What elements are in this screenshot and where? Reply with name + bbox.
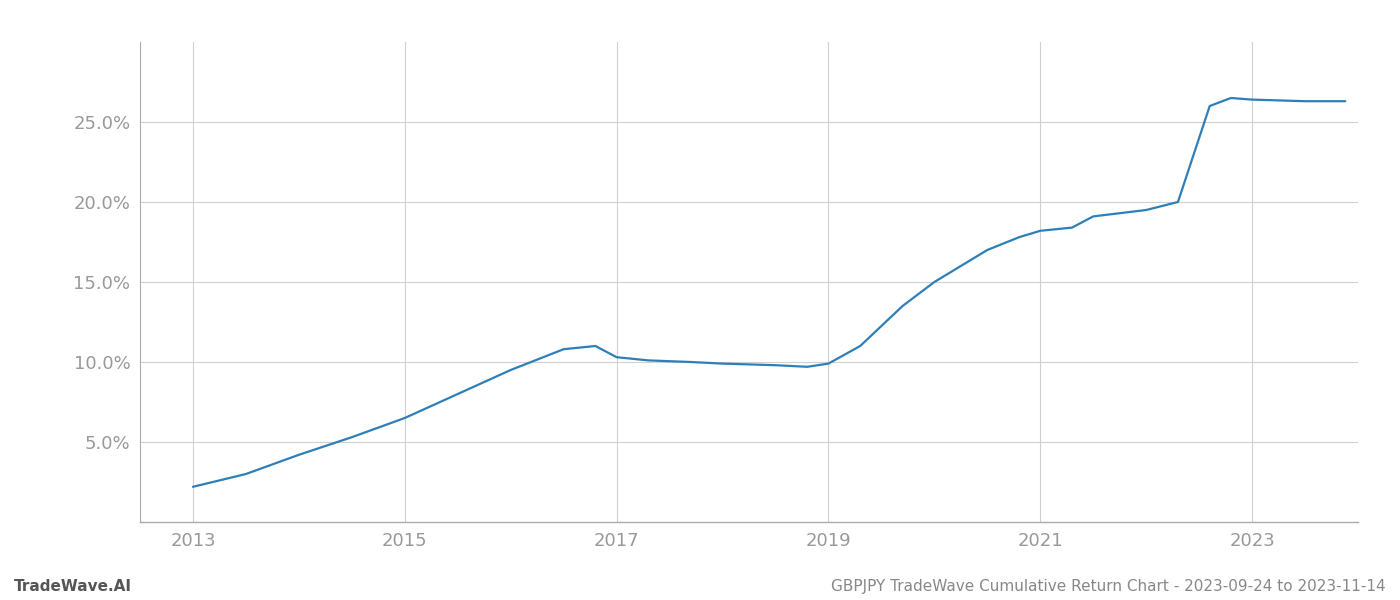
- Text: TradeWave.AI: TradeWave.AI: [14, 579, 132, 594]
- Text: GBPJPY TradeWave Cumulative Return Chart - 2023-09-24 to 2023-11-14: GBPJPY TradeWave Cumulative Return Chart…: [832, 579, 1386, 594]
